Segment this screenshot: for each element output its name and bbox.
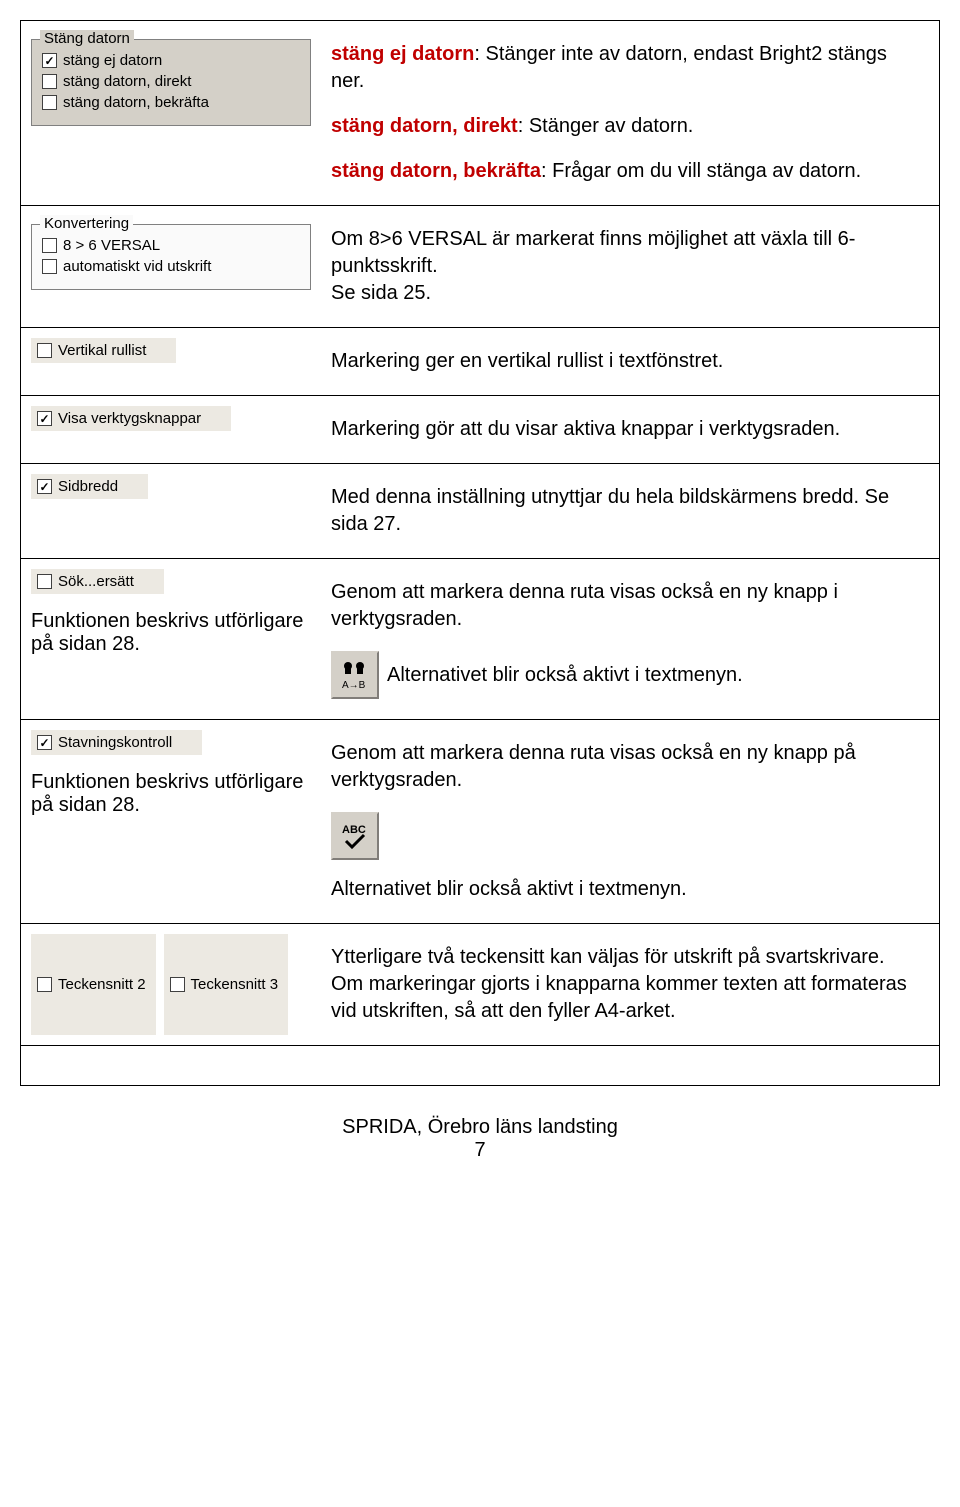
desc-text: Genom att markera denna ruta visas också…	[331, 579, 919, 633]
term: stäng ej datorn	[331, 43, 474, 65]
checkbox-icon	[37, 411, 52, 426]
checkbox-icon	[37, 735, 52, 750]
spellcheck-icon: ABC	[331, 812, 379, 860]
chip-label: Teckensnitt 3	[191, 976, 279, 993]
function-note: Funktionen beskrivs utförligare på sidan…	[31, 771, 311, 817]
term-desc: : Frågar om du vill stänga av datorn.	[541, 160, 861, 182]
desc-text: Alternativet blir också aktivt i textmen…	[331, 876, 919, 903]
chip-vertical-scroll[interactable]: Vertikal rullist	[31, 338, 176, 363]
opt-close-confirm[interactable]: stäng datorn, bekräfta	[42, 94, 300, 111]
close-computer-group: Stäng datorn stäng ej datorn stäng dator…	[31, 39, 311, 126]
desc-text: Markering gör att du visar aktiva knappa…	[331, 418, 840, 440]
opt-close-direct[interactable]: stäng datorn, direkt	[42, 73, 300, 90]
group-legend: Stäng datorn	[40, 30, 134, 47]
checkbox-icon	[42, 238, 57, 253]
chip-label: Teckensnitt 2	[58, 976, 146, 993]
checkbox-icon	[42, 53, 57, 68]
opt-label: stäng ej datorn	[63, 52, 162, 69]
footer-org: SPRIDA, Örebro läns landsting	[20, 1116, 940, 1139]
chip-font3[interactable]: Teckensnitt 3	[164, 934, 289, 1035]
desc-para: stäng datorn, bekräfta: Frågar om du vil…	[331, 158, 919, 185]
term: stäng datorn, bekräfta	[331, 160, 541, 182]
desc-para: stäng ej datorn: Stänger inte av datorn,…	[331, 41, 919, 95]
conversion-group: Konvertering 8 > 6 VERSAL automatiskt vi…	[31, 224, 311, 290]
group-legend: Konvertering	[40, 215, 133, 232]
checkbox-icon	[37, 574, 52, 589]
chip-label: Vertikal rullist	[58, 342, 146, 359]
chip-label: Stavningskontroll	[58, 734, 172, 751]
checkbox-icon	[42, 95, 57, 110]
desc-text: Markering ger en vertikal rullist i text…	[331, 350, 723, 372]
checkbox-icon	[37, 343, 52, 358]
checkbox-icon	[170, 977, 185, 992]
desc-text: Med denna inställning utnyttjar du hela …	[331, 486, 889, 535]
chip-label: Sök...ersätt	[58, 573, 134, 590]
search-replace-icon: A→B	[331, 651, 379, 699]
opt-label: 8 > 6 VERSAL	[63, 237, 160, 254]
opt-label: stäng datorn, direkt	[63, 73, 191, 90]
chip-search-replace[interactable]: Sök...ersätt	[31, 569, 164, 594]
chip-label: Sidbredd	[58, 478, 118, 495]
term-desc: : Stänger av datorn.	[518, 115, 694, 137]
page-number: 7	[20, 1139, 940, 1162]
opt-label: stäng datorn, bekräfta	[63, 94, 209, 111]
checkbox-icon	[42, 74, 57, 89]
svg-text:ABC: ABC	[342, 824, 366, 836]
checkbox-icon	[37, 479, 52, 494]
opt-versal[interactable]: 8 > 6 VERSAL	[42, 237, 300, 254]
function-note: Funktionen beskrivs utförligare på sidan…	[31, 610, 311, 656]
opt-no-close[interactable]: stäng ej datorn	[42, 52, 300, 69]
chip-font2[interactable]: Teckensnitt 2	[31, 934, 156, 1035]
checkbox-icon	[37, 977, 52, 992]
svg-text:A→B: A→B	[342, 680, 366, 691]
settings-table: Stäng datorn stäng ej datorn stäng dator…	[20, 20, 940, 1086]
desc-text: Alternativet blir också aktivt i textmen…	[387, 662, 743, 689]
desc-text: Genom att markera denna ruta visas också…	[331, 740, 919, 794]
opt-label: automatiskt vid utskrift	[63, 258, 211, 275]
checkbox-icon	[42, 259, 57, 274]
chip-spellcheck[interactable]: Stavningskontroll	[31, 730, 202, 755]
desc-text: Ytterligare två teckensitt kan väljas fö…	[331, 946, 907, 1022]
desc-text: Om 8>6 VERSAL är markerat finns möjlighe…	[331, 228, 855, 304]
opt-auto-print[interactable]: automatiskt vid utskrift	[42, 258, 300, 275]
chip-show-toolbar[interactable]: Visa verktygsknappar	[31, 406, 231, 431]
chip-label: Visa verktygsknappar	[58, 410, 201, 427]
term: stäng datorn, direkt	[331, 115, 518, 137]
chip-page-width[interactable]: Sidbredd	[31, 474, 148, 499]
desc-para: stäng datorn, direkt: Stänger av datorn.	[331, 113, 919, 140]
